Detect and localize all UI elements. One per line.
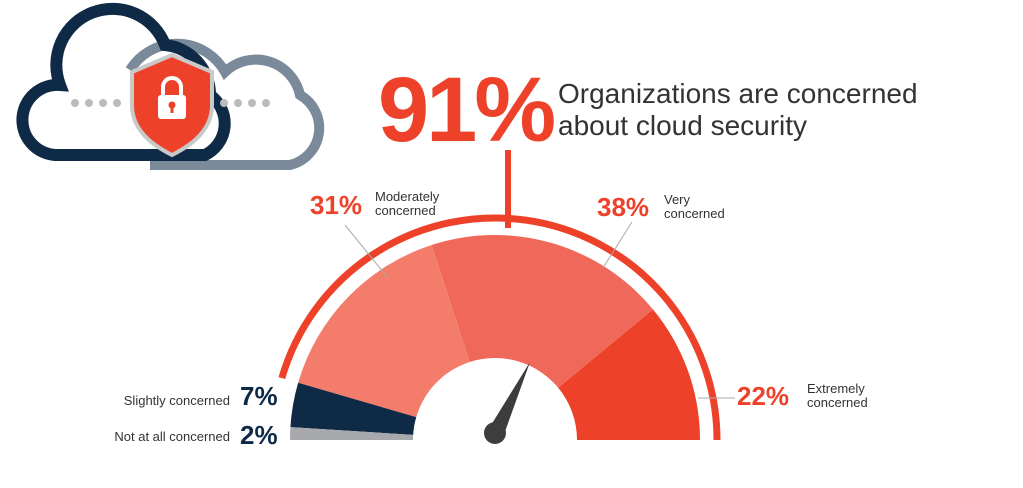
value-label: 31% xyxy=(310,190,363,220)
category-label: Slightly concerned xyxy=(123,393,230,408)
headline-text: Organizations are concerned about cloud … xyxy=(558,78,918,142)
needle-body xyxy=(488,362,530,440)
category-label: Extremely concerned xyxy=(807,381,868,410)
headline-value: 91% xyxy=(378,59,556,161)
headline-arc xyxy=(278,214,721,441)
category-label: Very concerned xyxy=(664,192,725,221)
gauge-segment xyxy=(290,382,417,435)
needle xyxy=(484,362,530,444)
cloud-icon xyxy=(16,2,325,170)
value-label: 7% xyxy=(240,381,278,411)
value-label: 2% xyxy=(240,420,278,450)
gauge-segment xyxy=(290,427,414,440)
gauge-segment xyxy=(431,235,653,388)
value-label: 22% xyxy=(737,381,790,411)
gauge-segment xyxy=(558,309,700,440)
category-label: Moderately concerned xyxy=(375,189,440,218)
needle-hub xyxy=(484,422,506,444)
leader-lines xyxy=(344,221,735,399)
category-label: Not at all concerned xyxy=(114,429,230,444)
value-label: 38% xyxy=(597,192,650,222)
gauge-segment xyxy=(298,245,470,418)
